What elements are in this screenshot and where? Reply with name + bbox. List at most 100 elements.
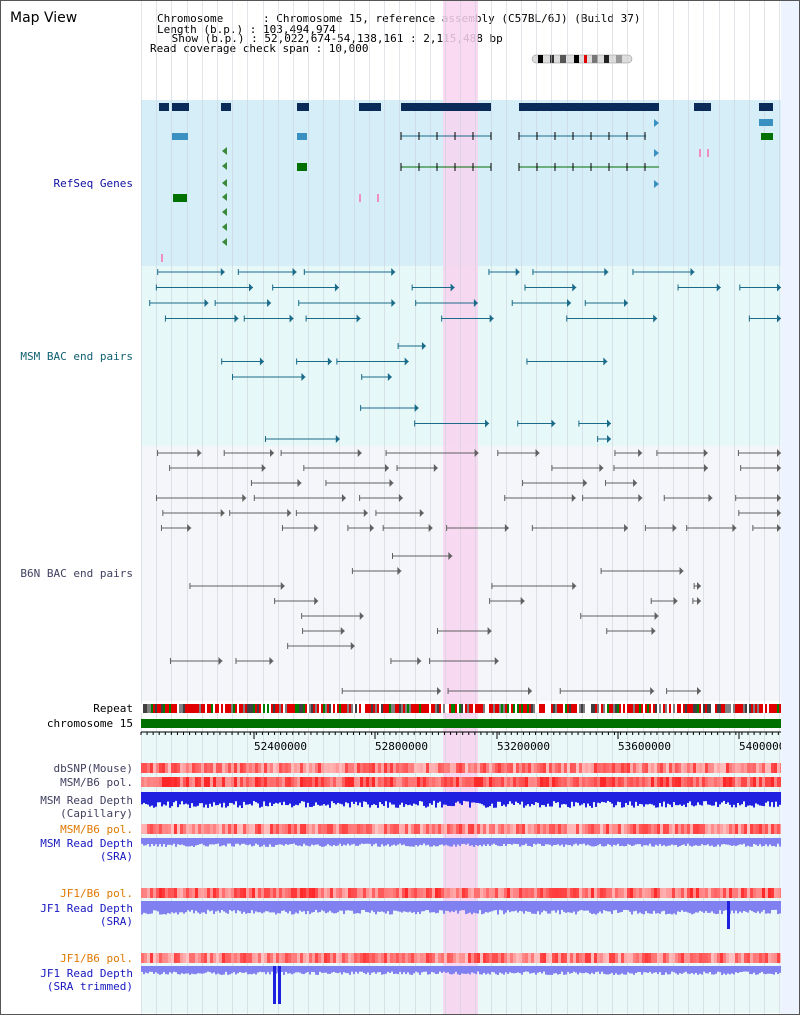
depth-bar xyxy=(523,838,525,846)
repeat-block xyxy=(357,704,359,713)
repeat-block xyxy=(501,704,503,713)
depth-bar xyxy=(455,838,457,847)
depth-bar xyxy=(605,966,607,975)
depth-bar xyxy=(685,838,687,846)
depth-bar xyxy=(573,901,575,912)
heat-cell xyxy=(270,763,273,773)
bac-end-arrow xyxy=(732,524,737,532)
heat-cell xyxy=(366,763,369,773)
depth-bar xyxy=(447,838,449,846)
heat-cell xyxy=(288,953,291,963)
heat-cell xyxy=(714,777,717,787)
heat-cell xyxy=(405,777,408,787)
depth-bar xyxy=(387,838,389,845)
heat-cell xyxy=(756,777,759,787)
heat-cell xyxy=(705,777,708,787)
heat-cell xyxy=(723,824,726,834)
bac-end-arrow xyxy=(607,435,611,443)
depth-bar xyxy=(393,792,395,805)
heat-cell xyxy=(372,763,375,773)
heat-cell xyxy=(351,763,354,773)
heat-cell xyxy=(348,763,351,773)
depth-bar xyxy=(281,901,283,911)
heat-cell xyxy=(174,777,177,787)
depth-bar xyxy=(239,838,241,846)
heat-cell xyxy=(477,763,480,773)
depth-bar xyxy=(583,838,585,844)
repeat-block xyxy=(419,704,421,713)
depth-bar xyxy=(693,966,695,975)
heat-cell xyxy=(393,763,396,773)
heat-cell xyxy=(672,888,675,898)
depth-bar xyxy=(271,901,273,913)
depth-bar xyxy=(309,966,311,975)
depth-bar xyxy=(687,792,689,803)
heat-cell xyxy=(471,953,474,963)
repeat-block xyxy=(371,704,373,713)
heat-cell xyxy=(588,953,591,963)
repeat-block xyxy=(639,704,641,713)
heat-cell xyxy=(405,763,408,773)
grid-line xyxy=(323,1,324,1014)
depth-bar xyxy=(415,966,417,972)
repeat-block xyxy=(665,704,667,713)
heat-cell xyxy=(597,777,600,787)
depth-bar xyxy=(591,838,593,847)
depth-bar xyxy=(443,901,445,914)
repeat-block xyxy=(159,704,161,713)
heat-cell xyxy=(189,888,192,898)
heat-cell xyxy=(177,777,180,787)
heat-cell xyxy=(207,777,210,787)
heat-cell xyxy=(186,763,189,773)
depth-bar xyxy=(161,838,163,847)
heat-cell xyxy=(534,824,537,834)
heat-cell xyxy=(327,888,330,898)
depth-bar xyxy=(607,966,609,975)
heat-cell xyxy=(579,763,582,773)
depth-bar xyxy=(357,792,359,806)
heat-cell xyxy=(165,763,168,773)
heat-cell xyxy=(642,824,645,834)
depth-bar xyxy=(533,792,535,806)
bac-end-arrow xyxy=(197,449,202,457)
heat-cell xyxy=(717,763,720,773)
heat-cell xyxy=(471,777,474,787)
depth-bar xyxy=(581,792,583,805)
depth-bar xyxy=(365,966,367,975)
heat-cell xyxy=(297,824,300,834)
depth-bar xyxy=(309,901,311,915)
depth-bar xyxy=(377,901,379,912)
depth-bar xyxy=(559,838,561,846)
heat-cell xyxy=(738,953,741,963)
repeat-block xyxy=(539,704,541,713)
gene-block xyxy=(173,194,187,202)
depth-bar xyxy=(725,966,727,975)
depth-bar xyxy=(339,966,341,973)
repeat-block xyxy=(551,704,553,713)
grid-line xyxy=(567,1,568,1014)
heat-cell xyxy=(420,777,423,787)
depth-bar xyxy=(141,966,143,972)
depth-bar xyxy=(723,901,725,911)
gene-arrow xyxy=(222,208,227,216)
heat-cell xyxy=(588,888,591,898)
heat-cell xyxy=(357,888,360,898)
heat-cell xyxy=(624,953,627,963)
heat-cell xyxy=(522,953,525,963)
heat-cell xyxy=(480,888,483,898)
heat-cell xyxy=(759,763,762,773)
depth-bar xyxy=(333,901,335,914)
depth-bar xyxy=(527,966,529,972)
heat-cell xyxy=(255,777,258,787)
heat-cell xyxy=(141,777,144,787)
depth-bar xyxy=(761,901,763,912)
repeat-block xyxy=(327,704,329,713)
heat-cell xyxy=(507,824,510,834)
depth-bar xyxy=(285,901,287,912)
bac-end-arrow xyxy=(356,314,361,323)
depth-bar xyxy=(733,966,735,975)
depth-bar xyxy=(689,901,691,914)
depth-bar xyxy=(673,792,675,803)
heat-cell xyxy=(465,888,468,898)
